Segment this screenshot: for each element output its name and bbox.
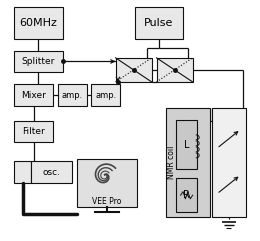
Bar xyxy=(115,58,152,82)
Text: osc.: osc. xyxy=(43,168,61,177)
Bar xyxy=(176,178,198,212)
Bar xyxy=(176,120,198,169)
Bar xyxy=(135,7,183,39)
Text: Filter: Filter xyxy=(22,127,45,136)
Bar xyxy=(14,84,53,106)
Text: R: R xyxy=(183,190,190,200)
Bar xyxy=(14,7,62,39)
Bar xyxy=(58,84,87,106)
Bar xyxy=(31,161,72,183)
Text: amp.: amp. xyxy=(62,91,83,100)
Text: Splitter: Splitter xyxy=(22,57,55,66)
Text: Pulse: Pulse xyxy=(144,18,174,28)
Bar xyxy=(92,84,120,106)
Bar xyxy=(212,108,246,217)
Text: 60MHz: 60MHz xyxy=(20,18,57,28)
Text: VEE Pro: VEE Pro xyxy=(92,197,122,206)
Text: L: L xyxy=(184,140,189,150)
Text: NMR coil: NMR coil xyxy=(167,146,176,179)
Bar xyxy=(14,120,53,142)
Bar xyxy=(166,108,210,217)
Bar xyxy=(77,159,137,207)
Text: Mixer: Mixer xyxy=(21,91,46,100)
Text: amp.: amp. xyxy=(95,91,116,100)
Bar xyxy=(14,161,31,183)
Bar xyxy=(14,51,62,72)
Bar xyxy=(157,58,193,82)
